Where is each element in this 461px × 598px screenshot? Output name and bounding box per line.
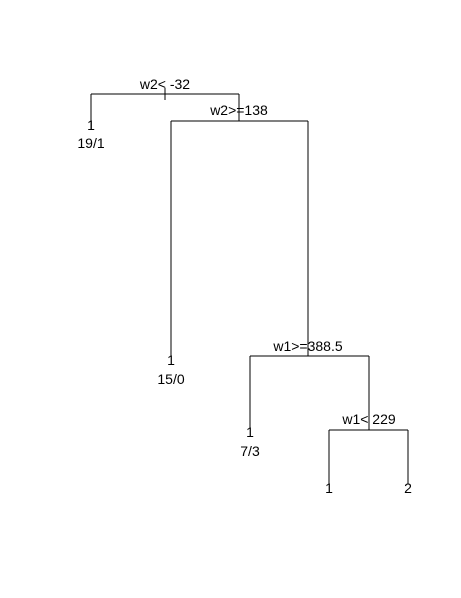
- leaf-class: 1: [87, 117, 95, 133]
- leaf-counts: 15/0: [157, 371, 184, 387]
- split-label: w2< -32: [139, 76, 190, 92]
- leaf-counts: 7/3: [240, 443, 260, 459]
- leaf-class: 1: [167, 352, 175, 368]
- leaf-class: 2: [404, 480, 412, 496]
- leaf-class: 1: [246, 424, 254, 440]
- leaf-class: 1: [325, 480, 333, 496]
- leaf-counts: 19/1: [77, 135, 104, 151]
- split-label: w1< 229: [341, 411, 396, 427]
- split-label: w1>=388.5: [272, 338, 342, 354]
- split-label: w2>=138: [209, 102, 268, 118]
